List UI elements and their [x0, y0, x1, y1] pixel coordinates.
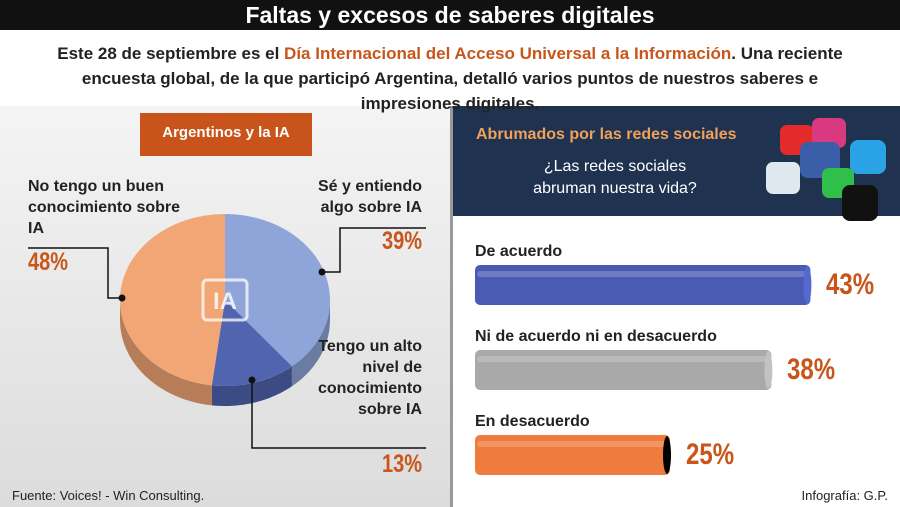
value-label: 43% — [826, 268, 875, 301]
leader-line — [28, 247, 122, 299]
ai-icon — [201, 278, 249, 322]
category-label: De acuerdo — [475, 243, 563, 260]
page-title: Faltas y excesos de saberes digitales — [245, 2, 655, 28]
icon — [766, 162, 800, 194]
value-label: 39% — [381, 227, 422, 255]
pie-side — [291, 300, 330, 387]
title-bar — [0, 0, 900, 30]
category-label: En desacuerdo — [475, 413, 590, 430]
credit: Infografía: G.P. — [801, 488, 888, 503]
bar-end — [663, 436, 671, 474]
bar-end — [764, 351, 773, 389]
category-label: Tengo un alto nivel de conocimiento sobr… — [317, 338, 422, 418]
icon — [812, 118, 846, 148]
value-label: 25% — [686, 438, 735, 471]
divider — [450, 106, 453, 507]
value-label: 13% — [381, 450, 422, 478]
icon — [842, 185, 878, 221]
category-label: No tengo un buen conocimiento sobre IA — [28, 178, 181, 237]
pie-title-box — [140, 113, 312, 156]
bar-highlight — [477, 356, 768, 362]
bar-highlight — [477, 271, 807, 277]
pie-slice — [225, 214, 331, 367]
category-label: Sé y entiendo algo sobre IA — [317, 178, 422, 216]
pie-slice — [119, 213, 225, 386]
ai-icon-text: IA — [213, 288, 237, 315]
bar-end — [803, 266, 812, 304]
intro-text: . Una reciente encuesta global, de la qu… — [81, 44, 843, 113]
chart-title: Abrumados por las redes sociales — [476, 126, 737, 143]
source: Fuente: Voices! - Win Consulting. — [12, 488, 205, 503]
category-label: Ni de acuerdo ni en desacuerdo — [475, 328, 717, 345]
bar-highlight — [477, 441, 666, 447]
bar — [475, 265, 811, 305]
chart-subtitle: ¿Las redes sociales abruman nuestra vida… — [533, 158, 697, 197]
value-label: 48% — [28, 248, 69, 276]
leader-line — [251, 380, 426, 449]
chart-title: Argentinos y la IA — [162, 124, 290, 141]
bar — [475, 350, 772, 390]
pie-side — [120, 300, 212, 406]
intro-highlight: Día Internacional del Acceso Universal a… — [284, 44, 732, 63]
leader-line — [322, 227, 426, 273]
leader-dot — [118, 294, 126, 302]
value-label: 38% — [787, 353, 836, 386]
icon — [850, 140, 886, 174]
social-icons — [766, 118, 886, 221]
intro: Este 28 de septiembre es el Día Internac… — [30, 41, 870, 116]
leader-dot — [318, 268, 326, 276]
bar — [475, 435, 670, 475]
intro-text: Este 28 de septiembre es el — [57, 44, 285, 63]
leader-dot — [248, 376, 256, 384]
